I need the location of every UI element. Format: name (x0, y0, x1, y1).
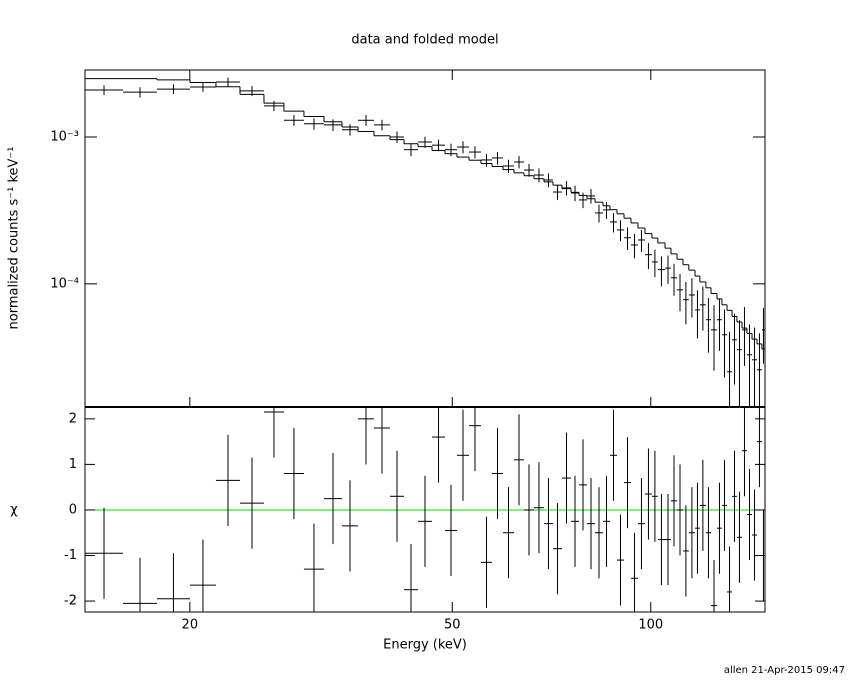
y-tick-label: 10⁻³ (50, 130, 79, 145)
y-tick-label: 2 (69, 411, 77, 426)
frame (84, 69, 766, 613)
footer: allen 21-Apr-2015 09:47 (724, 665, 845, 676)
y-tick-label: 10⁻⁴ (50, 276, 79, 291)
y-tick-label: 0 (69, 502, 77, 517)
chi-axis-label: χ (10, 503, 18, 518)
y-tick-label: -1 (64, 548, 77, 563)
y-axis-label: normalized counts s⁻¹ keV⁻¹ (7, 147, 22, 330)
x-tick-label: 100 (638, 618, 663, 633)
chart-title: data and folded model (351, 33, 498, 48)
bottom-panel (85, 407, 765, 612)
x-tick-label: 50 (444, 618, 461, 633)
top-panel (85, 77, 765, 407)
y-tick-label: -2 (64, 594, 77, 609)
x-tick-label: 20 (182, 618, 199, 633)
x-axis-label: Energy (keV) (383, 638, 467, 653)
y-tick-label: 1 (69, 457, 77, 472)
